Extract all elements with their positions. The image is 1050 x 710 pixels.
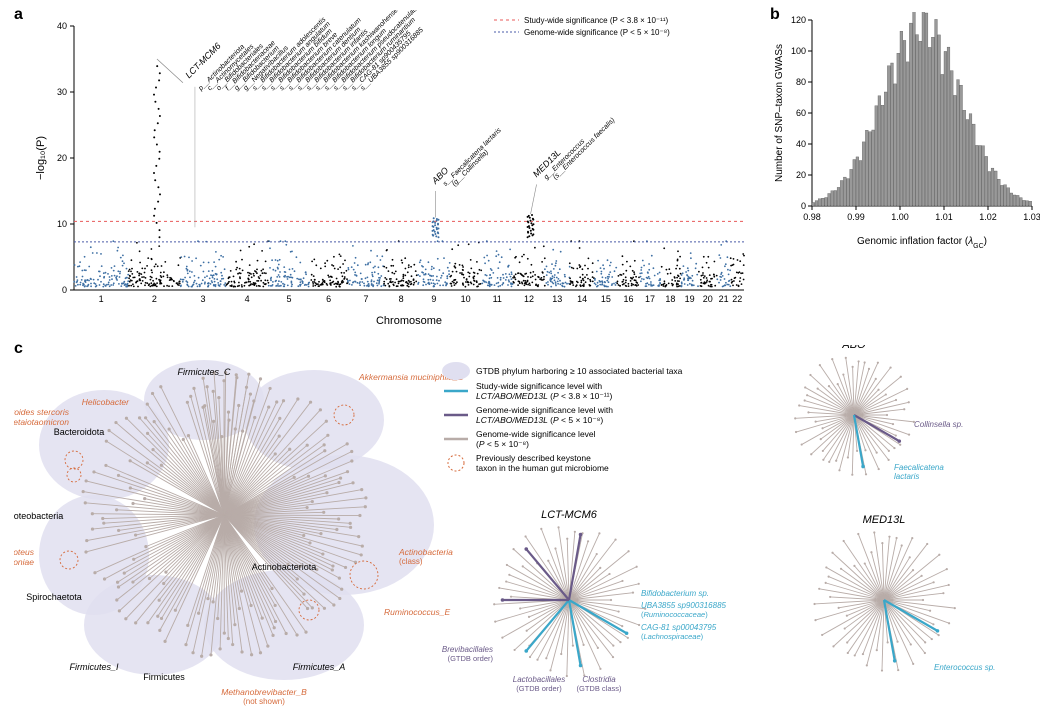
- svg-text:30: 30: [57, 87, 67, 97]
- svg-text:1: 1: [99, 294, 104, 304]
- svg-text:Ruminococcus_E: Ruminococcus_E: [384, 607, 450, 617]
- svg-text:1.02: 1.02: [979, 212, 997, 222]
- svg-text:22: 22: [732, 294, 742, 304]
- svg-text:4: 4: [245, 294, 250, 304]
- svg-text:5: 5: [287, 294, 292, 304]
- histogram-plot: 0 20 40 60 80 100 120 0.98 0.99 1.00 1.01 1.02 1.03 N…: [770, 12, 1040, 252]
- svg-text:8: 8: [399, 294, 404, 304]
- svg-text:10: 10: [57, 219, 67, 229]
- svg-text:9: 9: [431, 294, 436, 304]
- svg-text:80: 80: [796, 77, 806, 87]
- svg-text:15: 15: [601, 294, 611, 304]
- panel-a-label: a: [14, 6, 23, 24]
- svg-text:(Lachnospiraceae): (Lachnospiraceae): [641, 632, 704, 641]
- svg-text:0.98: 0.98: [803, 212, 821, 222]
- svg-text:(GTDB order): (GTDB order): [516, 684, 562, 693]
- svg-text:Brevibacillales: Brevibacillales: [442, 645, 493, 654]
- svg-text:Proteus: Proteus: [14, 547, 35, 557]
- svg-text:Methanobrevibacter_B: Methanobrevibacter_B: [221, 687, 307, 697]
- svg-text:Previously described keystone: Previously described keystone: [476, 453, 591, 463]
- svg-text:(Ruminococcaceae): (Ruminococcaceae): [641, 610, 708, 619]
- svg-text:Bacteroidota: Bacteroidota: [54, 427, 105, 437]
- svg-text:0: 0: [801, 201, 806, 211]
- svg-text:−log₁₀(P): −log₁₀(P): [35, 136, 47, 180]
- svg-text:16: 16: [624, 294, 634, 304]
- svg-text:Faecalicatena: Faecalicatena: [894, 463, 944, 472]
- svg-text:12: 12: [524, 294, 534, 304]
- svg-text:6: 6: [326, 294, 331, 304]
- svg-text:Actinobacteria: Actinobacteria: [398, 547, 453, 557]
- svg-text:Collinsella sp.: Collinsella sp.: [914, 420, 963, 429]
- svg-text:Helicobacter: Helicobacter: [82, 397, 130, 407]
- svg-text:GTDB phylum harboring ≥ 10 ass: GTDB phylum harboring ≥ 10 associated ba…: [476, 366, 683, 376]
- tree-diagrams: Firmicutes_C Bacteroidota Proteobacteria Sp…: [14, 345, 1044, 710]
- svg-text:20: 20: [703, 294, 713, 304]
- svg-text:40: 40: [57, 21, 67, 31]
- svg-text:Bifidobacterium sp.: Bifidobacterium sp.: [641, 589, 709, 598]
- svg-text:Bacteroides thetaiotaomicron: Bacteroides thetaiotaomicron: [14, 417, 69, 427]
- svg-text:Enterococcus sp.: Enterococcus sp.: [934, 663, 995, 672]
- svg-text:Chromosome: Chromosome: [376, 315, 442, 327]
- svg-text:Study-wide significance level: Study-wide significance level with: [476, 381, 602, 391]
- svg-text:11: 11: [493, 294, 502, 304]
- svg-text:17: 17: [645, 294, 655, 304]
- svg-text:Lactobacillales: Lactobacillales: [513, 675, 565, 684]
- svg-text:s__Faecalicatena lactaris: s__Faecalicatena lactaris: [442, 127, 503, 188]
- svg-text:Clostridia: Clostridia: [582, 675, 616, 684]
- svg-text:Genome-wide significance level: Genome-wide significance level: [476, 429, 596, 439]
- svg-text:(class): (class): [399, 557, 423, 566]
- svg-text:LCT/ABO/MED13L (P < 5 × 10⁻⁸): LCT/ABO/MED13L (P < 5 × 10⁻⁸): [476, 415, 603, 425]
- svg-text:13: 13: [552, 294, 562, 304]
- svg-text:20: 20: [57, 153, 67, 163]
- svg-text:2: 2: [152, 294, 157, 304]
- svg-text:Firmicutes_I: Firmicutes_I: [69, 662, 119, 672]
- svg-text:(GTDB order): (GTDB order): [448, 654, 494, 663]
- svg-text:lactaris: lactaris: [894, 472, 919, 481]
- svg-text:Genome-wide significance level: Genome-wide significance level with: [476, 405, 613, 415]
- svg-text:1.01: 1.01: [935, 212, 953, 222]
- svg-text:7: 7: [363, 294, 368, 304]
- svg-text:1.03: 1.03: [1023, 212, 1040, 222]
- svg-text:Actinobacteriota: Actinobacteriota: [252, 562, 317, 572]
- svg-text:0: 0: [62, 285, 67, 295]
- svg-text:Genomic inflation factor (λGC): Genomic inflation factor (λGC): [857, 236, 987, 250]
- manhattan-plot: 010203040−log₁₀(P)1234567891011121314151…: [30, 10, 750, 330]
- svg-text:10: 10: [461, 294, 471, 304]
- svg-text:Firmicutes_C: Firmicutes_C: [177, 367, 231, 377]
- svg-text:(not shown): (not shown): [243, 697, 285, 706]
- svg-text:20: 20: [796, 170, 806, 180]
- svg-text:UBA3855 sp900316885: UBA3855 sp900316885: [641, 601, 727, 610]
- svg-text:ABO: ABO: [841, 345, 866, 351]
- svg-text:100: 100: [791, 46, 806, 56]
- svg-text:LCT/ABO/MED13L (P < 3.8 × 10⁻¹: LCT/ABO/MED13L (P < 3.8 × 10⁻¹¹): [476, 391, 612, 401]
- svg-text:(P < 5 × 10⁻⁸): (P < 5 × 10⁻⁸): [476, 439, 529, 449]
- svg-text:120: 120: [791, 15, 806, 25]
- svg-text:60: 60: [796, 108, 806, 118]
- svg-text:14: 14: [577, 294, 587, 304]
- svg-text:(s__Enterococcus faecalis): (s__Enterococcus faecalis): [552, 117, 616, 181]
- svg-text:Proteobacteria: Proteobacteria: [14, 511, 63, 521]
- svg-text:Firmicutes: Firmicutes: [143, 672, 185, 682]
- svg-text:1.00: 1.00: [891, 212, 909, 222]
- svg-text:Bacteroides stercoris: Bacteroides stercoris: [14, 407, 70, 417]
- svg-text:0.99: 0.99: [847, 212, 865, 222]
- svg-text:taxon in the human gut microbi: taxon in the human gut microbiome: [476, 463, 609, 473]
- svg-text:18: 18: [665, 294, 675, 304]
- svg-text:MED13L: MED13L: [863, 514, 906, 526]
- svg-text:(GTDB class): (GTDB class): [577, 684, 623, 693]
- svg-text:CAG-81 sp00043795: CAG-81 sp00043795: [641, 623, 717, 632]
- svg-text:21: 21: [719, 294, 729, 304]
- svg-text:Study-wide significance (P < 3: Study-wide significance (P < 3.8 × 10⁻¹¹…: [524, 16, 668, 25]
- svg-text:19: 19: [685, 294, 695, 304]
- svg-text:LCT-MCM6: LCT-MCM6: [541, 509, 598, 521]
- svg-text:Spirochaetota: Spirochaetota: [26, 592, 82, 602]
- svg-text:Firmicutes_A: Firmicutes_A: [293, 662, 346, 672]
- svg-text:Genome-wide significance (P <: Genome-wide significance (P < 5 × 10⁻⁸): [524, 28, 670, 37]
- svg-text:3: 3: [201, 294, 206, 304]
- svg-text:40: 40: [796, 139, 806, 149]
- svg-text:Klebsiella pneumoniae: Klebsiella pneumoniae: [14, 557, 34, 567]
- svg-text:Number of SNP–taxon GWASs: Number of SNP–taxon GWASs: [774, 44, 785, 182]
